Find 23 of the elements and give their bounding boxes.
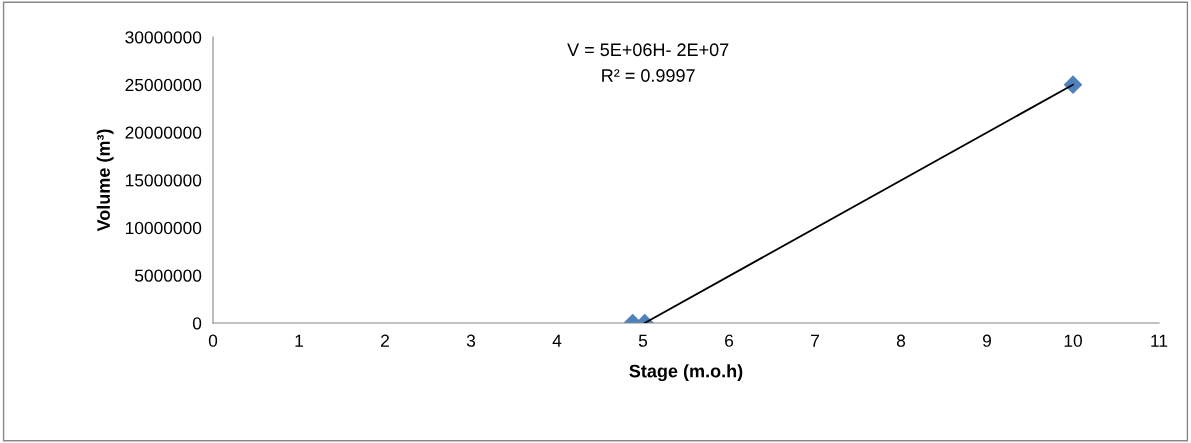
y-tick-label: 0 bbox=[192, 317, 202, 330]
y-tick-label: 20000000 bbox=[125, 126, 202, 139]
y-tick-label: 5000000 bbox=[135, 269, 202, 282]
x-tick-label: 10 bbox=[1064, 334, 1082, 347]
y-tick-label: 10000000 bbox=[125, 221, 202, 235]
x-axis-title: Stage (m.o.h) bbox=[629, 364, 743, 382]
x-tick-label: 5 bbox=[638, 334, 648, 347]
x-tick-label: 11 bbox=[1151, 334, 1168, 347]
x-tick-label: 2 bbox=[381, 334, 389, 347]
y-tick-label: 15000000 bbox=[125, 174, 202, 187]
x-tick-label: 1 bbox=[295, 334, 303, 347]
annotation: R² = 0.9997 bbox=[602, 69, 695, 82]
x-tick-label: 6 bbox=[725, 334, 734, 347]
x-tick-label: 3 bbox=[466, 334, 476, 347]
y-tick-label: 30000000 bbox=[125, 31, 202, 44]
y-tick-label: 25000000 bbox=[125, 78, 202, 92]
x-tick-label: 7 bbox=[811, 334, 819, 347]
x-tick-label: 9 bbox=[982, 334, 992, 347]
x-tick-label: 8 bbox=[896, 334, 906, 347]
annotation: V = 5E+06H- 2E+07 bbox=[567, 43, 729, 57]
x-tick-label: 0 bbox=[208, 334, 218, 347]
x-tick-label: 4 bbox=[552, 334, 562, 347]
y-axis-title: Volume (m³) bbox=[96, 129, 114, 232]
